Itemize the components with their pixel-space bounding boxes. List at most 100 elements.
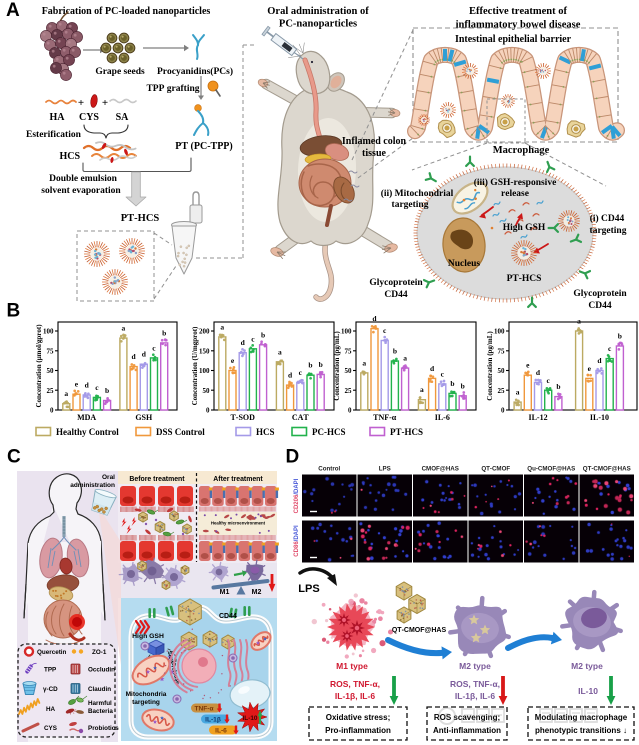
svg-text:After treatment: After treatment xyxy=(213,476,263,483)
svg-text:PT-HCS: PT-HCS xyxy=(507,274,542,284)
svg-text:c: c xyxy=(383,326,387,335)
svg-text:c: c xyxy=(152,343,156,352)
svg-text:TPP: TPP xyxy=(44,667,56,674)
svg-text:0: 0 xyxy=(206,407,210,415)
svg-text:C: C xyxy=(7,447,21,468)
svg-text:inflammatory bowel disease: inflammatory bowel disease xyxy=(456,20,581,31)
svg-text:b: b xyxy=(556,382,560,391)
svg-text:c: c xyxy=(547,376,551,385)
svg-text:release: release xyxy=(501,189,529,199)
svg-text:a: a xyxy=(362,358,366,367)
svg-text:ROS, TNF-α,: ROS, TNF-α, xyxy=(450,679,500,689)
svg-text:QT-CMOF: QT-CMOF xyxy=(481,466,510,473)
svg-text:d: d xyxy=(241,338,246,347)
svg-text:Concentration (pg/mL): Concentration (pg/mL) xyxy=(333,331,341,401)
svg-text:HA: HA xyxy=(50,112,66,123)
svg-text:25: 25 xyxy=(498,387,506,395)
svg-text:d: d xyxy=(142,350,147,359)
svg-text:50: 50 xyxy=(203,387,211,395)
svg-text:Fabrication of PC-loaded nanop: Fabrication of PC-loaded nanoparticles xyxy=(42,6,211,17)
svg-text:(iii) GSH-responsive: (iii) GSH-responsive xyxy=(474,177,557,188)
svg-text:0: 0 xyxy=(50,407,54,415)
svg-text:+: + xyxy=(102,97,108,109)
svg-text:Modulating macrophage: Modulating macrophage xyxy=(535,713,628,722)
svg-text:IL-12: IL-12 xyxy=(528,413,547,422)
svg-text:Qu-CMOF@HAS: Qu-CMOF@HAS xyxy=(527,466,575,473)
svg-text:d: d xyxy=(597,356,602,365)
svg-text:GSH: GSH xyxy=(135,413,153,422)
svg-text:HCS: HCS xyxy=(256,427,275,437)
svg-text:High GSH: High GSH xyxy=(503,223,546,233)
svg-text:Quercetin: Quercetin xyxy=(37,649,67,656)
svg-text:75: 75 xyxy=(345,347,353,355)
svg-text:d: d xyxy=(288,371,293,380)
svg-text:IL-6: IL-6 xyxy=(435,413,450,422)
svg-text:MDA: MDA xyxy=(77,413,96,422)
svg-text:d: d xyxy=(536,368,541,377)
svg-text:100: 100 xyxy=(199,367,210,375)
svg-text:a: a xyxy=(516,388,520,397)
svg-text:25: 25 xyxy=(345,387,353,395)
svg-text:Before treatment: Before treatment xyxy=(129,476,185,483)
svg-text:200: 200 xyxy=(199,328,210,336)
svg-text:IL-10: IL-10 xyxy=(590,413,609,422)
svg-text:b: b xyxy=(461,381,465,390)
svg-text:(ii) Mitochondrial: (ii) Mitochondrial xyxy=(381,188,454,199)
svg-text:0: 0 xyxy=(501,407,505,415)
svg-text:Control: Control xyxy=(318,466,340,473)
svg-text:a: a xyxy=(64,389,68,398)
svg-text:Probiotics: Probiotics xyxy=(88,725,119,732)
svg-text:+: + xyxy=(78,97,84,109)
svg-text:c: c xyxy=(608,344,612,353)
svg-text:Healthy microenvironment: Healthy microenvironment xyxy=(211,521,266,526)
svg-text:100: 100 xyxy=(43,328,54,336)
svg-text:b: b xyxy=(450,379,454,388)
svg-text:c: c xyxy=(95,383,99,392)
svg-text:CD206/DAPI: CD206/DAPI xyxy=(294,478,300,513)
svg-text:ROS scavenging;: ROS scavenging; xyxy=(434,713,500,722)
svg-text:50: 50 xyxy=(498,367,506,375)
svg-text:Healthy Control: Healthy Control xyxy=(56,427,119,437)
svg-text:M2: M2 xyxy=(252,589,262,596)
svg-text:Procyanidins(PCs): Procyanidins(PCs) xyxy=(157,66,233,77)
svg-text:c: c xyxy=(299,368,303,377)
svg-text:Esterification: Esterification xyxy=(26,130,82,140)
svg-text:e: e xyxy=(231,356,235,365)
svg-text:M2 type: M2 type xyxy=(459,661,491,671)
svg-text:solvent evaporation: solvent evaporation xyxy=(41,186,121,196)
svg-text:Nucleus: Nucleus xyxy=(448,259,481,269)
svg-text:CD44: CD44 xyxy=(588,301,611,311)
svg-text:Glycoprotein: Glycoprotein xyxy=(369,278,423,288)
svg-text:Glycoprotein: Glycoprotein xyxy=(573,289,627,299)
svg-text:75: 75 xyxy=(498,347,506,355)
svg-text:Concentration (pg/mL): Concentration (pg/mL) xyxy=(486,331,494,401)
svg-text:PT-HCS: PT-HCS xyxy=(121,213,160,224)
svg-text:c: c xyxy=(251,334,255,343)
svg-text:e: e xyxy=(75,380,79,389)
svg-text:Double emulsion: Double emulsion xyxy=(49,174,118,184)
svg-text:Harmful: Harmful xyxy=(88,700,112,707)
svg-text:e: e xyxy=(588,364,592,373)
svg-text:CD44: CD44 xyxy=(384,290,407,300)
svg-text:Anti-inflammation: Anti-inflammation xyxy=(433,726,501,735)
svg-text:d: d xyxy=(131,352,136,361)
svg-text:IL-1β, IL-6: IL-1β, IL-6 xyxy=(455,691,495,701)
svg-text:ROS, TNF-α,: ROS, TNF-α, xyxy=(330,679,380,689)
svg-text:a: a xyxy=(278,347,282,356)
svg-text:M1 type: M1 type xyxy=(336,661,368,671)
svg-text:a: a xyxy=(220,322,224,331)
svg-text:CD86/DAPI: CD86/DAPI xyxy=(294,525,300,557)
svg-text:0: 0 xyxy=(348,407,352,415)
svg-text:phenotypic transitions ↓: phenotypic transitions ↓ xyxy=(535,726,627,735)
svg-text:QT-CMOF@HAS: QT-CMOF@HAS xyxy=(392,627,447,634)
svg-text:25: 25 xyxy=(47,387,55,395)
svg-text:Grape seeds: Grape seeds xyxy=(95,67,145,77)
svg-text:c: c xyxy=(441,369,445,378)
svg-text:ZO-1: ZO-1 xyxy=(92,649,107,656)
svg-text:PC-HCS: PC-HCS xyxy=(312,427,346,437)
svg-text:Claudin: Claudin xyxy=(88,686,111,693)
svg-text:CYS: CYS xyxy=(44,725,57,732)
svg-text:100: 100 xyxy=(341,328,352,336)
svg-text:d: d xyxy=(430,364,435,373)
svg-text:TPP grafting: TPP grafting xyxy=(146,84,199,94)
